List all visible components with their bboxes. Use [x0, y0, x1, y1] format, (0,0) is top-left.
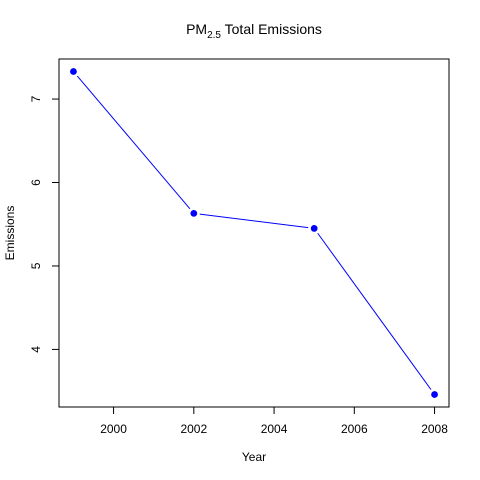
plot-frame: [58, 58, 450, 408]
x-axis-label: Year: [242, 450, 266, 464]
x-tick-label: 2004: [261, 422, 288, 436]
x-tick-label: 2002: [180, 422, 207, 436]
data-series: [70, 68, 438, 398]
y-axis-label: Emissions: [3, 206, 17, 261]
series-line-segment: [76, 75, 191, 210]
y-tick-label: 7: [29, 95, 43, 102]
x-tick-label: 2000: [100, 422, 127, 436]
x-axis: 2000 2002 2004 2006 2008: [100, 406, 448, 436]
y-tick-label: 6: [29, 179, 43, 186]
data-point: [310, 225, 318, 232]
series-line-segment: [199, 213, 309, 229]
y-tick-label: 4: [29, 346, 43, 353]
x-tick-label: 2008: [421, 422, 448, 436]
chart-title: PM2.5 Total Emissions: [186, 21, 322, 41]
x-tick-label: 2006: [341, 422, 368, 436]
y-tick-label: 5: [29, 262, 43, 269]
series-line-segment: [317, 232, 432, 390]
data-point: [431, 391, 438, 398]
data-point: [70, 68, 77, 75]
data-point: [190, 209, 198, 217]
y-axis: 4 5 6 7: [29, 95, 60, 353]
